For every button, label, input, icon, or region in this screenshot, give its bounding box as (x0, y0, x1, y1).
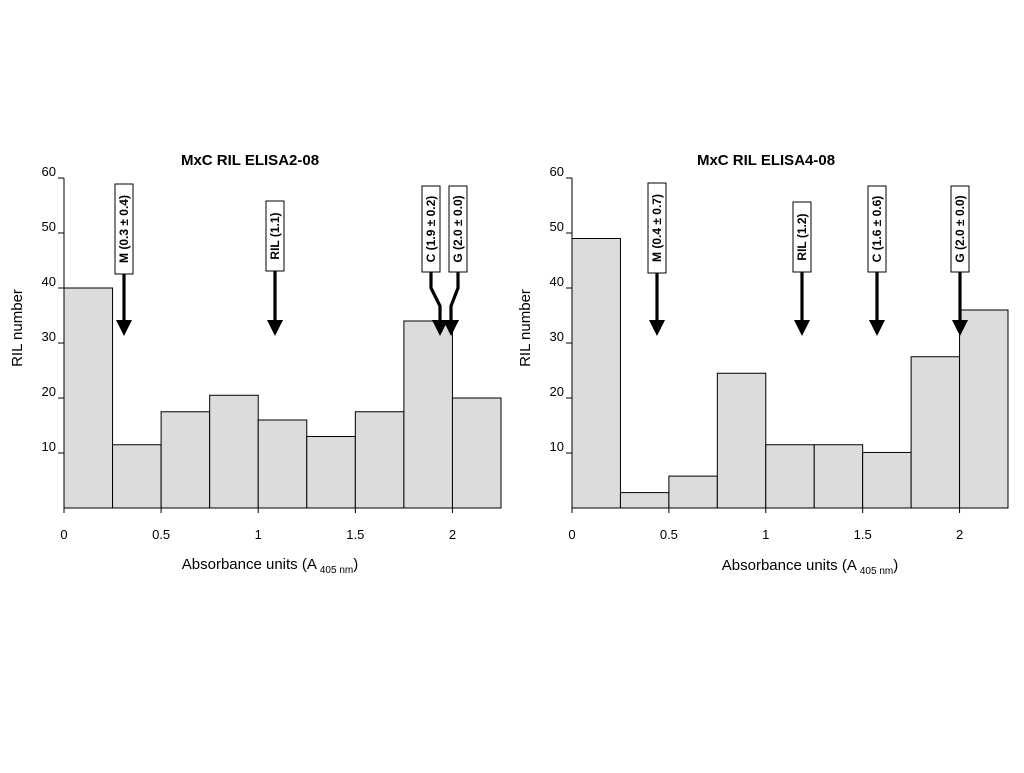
x-tick-label: 1 (255, 527, 262, 542)
x-axis-label-close: ) (353, 556, 358, 573)
annotation-label: M (0.3 ± 0.4) (117, 195, 131, 263)
y-tick-label: 20 (550, 384, 564, 399)
x-axis-label-main: Absorbance units (A (182, 556, 317, 573)
y-axis-label: RIL number (9, 289, 26, 367)
annotation-arrow (443, 272, 460, 336)
x-tick-label: 1.5 (346, 527, 364, 542)
chart-title: MxC RIL ELISA4-08 (697, 152, 835, 169)
y-tick-label: 60 (42, 164, 56, 179)
annotation-arrow (429, 272, 448, 336)
x-axis-label-close: ) (893, 557, 898, 574)
histogram-bar (813, 444, 864, 509)
x-tick-label: 0 (60, 527, 67, 542)
annotation-label: M (0.4 ± 0.7) (650, 194, 664, 262)
chart-1: MxC RIL ELISA2-08 10 20 30 40 50 60 0 0.5 1 1.5 2 RI… (9, 152, 502, 576)
histogram-bar (451, 397, 502, 509)
histogram-bar (910, 356, 961, 509)
y-tick-label: 30 (550, 329, 564, 344)
histogram-bar (354, 411, 405, 509)
chart-title: MxC RIL ELISA2-08 (181, 152, 319, 169)
x-tick-label: 2 (449, 527, 456, 542)
annotation-label: RIL (1.1) (268, 212, 282, 259)
y-tick-label: 50 (42, 219, 56, 234)
chart-2: MxC RIL ELISA4-08 10 20 30 40 50 60 0 0.5 1 1.5 2 RI… (517, 152, 1009, 577)
x-axis-label: Absorbance units (A 405 nm) (722, 557, 898, 577)
annotation-label: C (1.9 ± 0.2) (424, 196, 438, 263)
annotation-label: G (2.0 ± 0.0) (451, 195, 465, 262)
annotation-label: RIL (1.2) (795, 213, 809, 260)
histogram-bar (765, 444, 815, 509)
histogram-bar (959, 309, 1009, 509)
y-tick-label: 10 (550, 439, 564, 454)
x-tick-label: 0.5 (152, 527, 170, 542)
histogram-bar (619, 492, 670, 509)
histogram-bar (668, 475, 718, 509)
x-axis-label-main: Absorbance units (A (722, 557, 857, 574)
histogram-bar (571, 238, 621, 509)
annotation-label: G (2.0 ± 0.0) (953, 195, 967, 262)
x-tick-label: 1 (762, 527, 769, 542)
histogram-bar (306, 436, 356, 509)
histogram-bar (716, 372, 767, 509)
histogram-bar (112, 444, 162, 509)
y-tick-label: 20 (42, 384, 56, 399)
histogram-bar (63, 287, 114, 509)
y-tick-label: 40 (550, 274, 564, 289)
y-tick-label: 50 (550, 219, 564, 234)
x-tick-label: 2 (956, 527, 963, 542)
x-tick-label: 1.5 (854, 527, 872, 542)
y-axis-label: RIL number (517, 289, 534, 367)
histogram-bar (209, 394, 259, 509)
histogram-bar (862, 451, 912, 509)
x-tick-label: 0 (568, 527, 575, 542)
x-axis-label-subscript: 405 nm (320, 565, 353, 576)
x-axis-label: Absorbance units (A 405 nm) (182, 556, 358, 576)
histogram-bar (160, 411, 211, 509)
y-tick-label: 10 (42, 439, 56, 454)
x-axis-label-subscript: 405 nm (860, 566, 893, 577)
y-tick-label: 40 (42, 274, 56, 289)
x-tick-label: 0.5 (660, 527, 678, 542)
histogram-bar (257, 419, 308, 509)
y-tick-label: 60 (550, 164, 564, 179)
y-tick-label: 30 (42, 329, 56, 344)
annotation-label: C (1.6 ± 0.6) (870, 196, 884, 263)
histogram-bar (403, 320, 453, 509)
